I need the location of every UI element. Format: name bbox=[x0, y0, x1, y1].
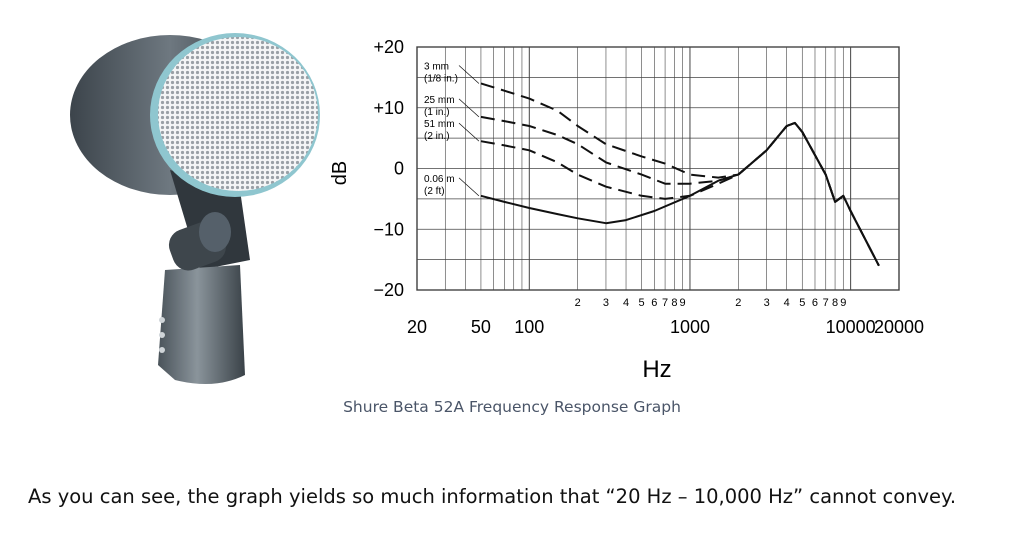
y-axis-label: dB bbox=[329, 161, 351, 185]
y-tick-label: 0 bbox=[394, 159, 404, 179]
x-minor-tick-label: 6 bbox=[812, 297, 818, 309]
series-label-leader bbox=[458, 122, 480, 142]
x-minor-tick-label: 8 bbox=[832, 297, 838, 309]
series-label-leader bbox=[458, 65, 480, 84]
x-minor-tick-label: 5 bbox=[639, 297, 645, 309]
series-label: 25 mm bbox=[424, 95, 455, 106]
x-minor-tick-label: 8 bbox=[671, 297, 677, 309]
x-axis-label: Hz bbox=[642, 356, 671, 383]
x-tick-label: 50 bbox=[471, 317, 491, 337]
series-line bbox=[480, 121, 880, 267]
series-label: 51 mm bbox=[424, 119, 455, 130]
x-minor-tick-label: 4 bbox=[784, 297, 790, 309]
series-labels: 3 mm(1/8 in.) 25 mm(1 in.)51 mm(2 in.) 0.0… bbox=[424, 61, 480, 197]
y-tick-label: +10 bbox=[373, 98, 404, 118]
x-minor-tick-label: 4 bbox=[623, 297, 629, 309]
x-minor-tick-label: 5 bbox=[799, 297, 805, 309]
series-label: (2 ft) bbox=[424, 186, 445, 197]
y-tick-labels: +20 +10 0 −10 −20 bbox=[373, 37, 404, 300]
series-label: (1/8 in.) bbox=[424, 73, 458, 84]
x-tick-label: 20 bbox=[407, 317, 427, 337]
series-label: 0.06 m bbox=[424, 174, 455, 185]
x-tick-label: 10000 bbox=[826, 317, 876, 337]
x-minor-tick-label: 3 bbox=[603, 297, 609, 309]
x-minor-tick-label: 9 bbox=[840, 297, 846, 309]
series-label: 3 mm bbox=[424, 61, 449, 72]
series-line bbox=[480, 82, 880, 267]
x-minor-tick-label: 7 bbox=[823, 297, 829, 309]
series-label: (2 in.) bbox=[424, 131, 450, 142]
series-lines bbox=[480, 82, 880, 267]
chart-grid bbox=[416, 46, 900, 291]
x-minor-tick-label: 3 bbox=[764, 297, 770, 309]
series-line bbox=[480, 115, 880, 267]
x-tick-label: 20000 bbox=[874, 317, 924, 337]
series-line bbox=[480, 121, 880, 267]
x-minor-tick-label: 6 bbox=[651, 297, 657, 309]
x-minor-tick-label: 2 bbox=[575, 297, 581, 309]
series-label: (1 in.) bbox=[424, 107, 450, 118]
body-paragraph: As you can see, the graph yields so much… bbox=[28, 485, 957, 508]
x-minor-tick-label: 7 bbox=[662, 297, 668, 309]
figure: +20 +10 0 −10 −20 20 50 100 1000 10000 20000 2 3 4 5 6… bbox=[70, 33, 924, 416]
x-tick-label: 1000 bbox=[670, 317, 710, 337]
series-label-leader bbox=[458, 98, 480, 118]
y-tick-label: +20 bbox=[373, 37, 404, 57]
x-minor-tick-label: 9 bbox=[680, 297, 686, 309]
x-minor-tick-label: 2 bbox=[735, 297, 741, 309]
figure-caption: Shure Beta 52A Frequency Response Graph bbox=[343, 398, 681, 416]
y-tick-label: −10 bbox=[373, 219, 404, 239]
y-tick-label: −20 bbox=[373, 280, 404, 300]
microphone-image bbox=[70, 33, 320, 384]
x-tick-label: 100 bbox=[514, 317, 544, 337]
series-label-leader bbox=[458, 177, 480, 197]
